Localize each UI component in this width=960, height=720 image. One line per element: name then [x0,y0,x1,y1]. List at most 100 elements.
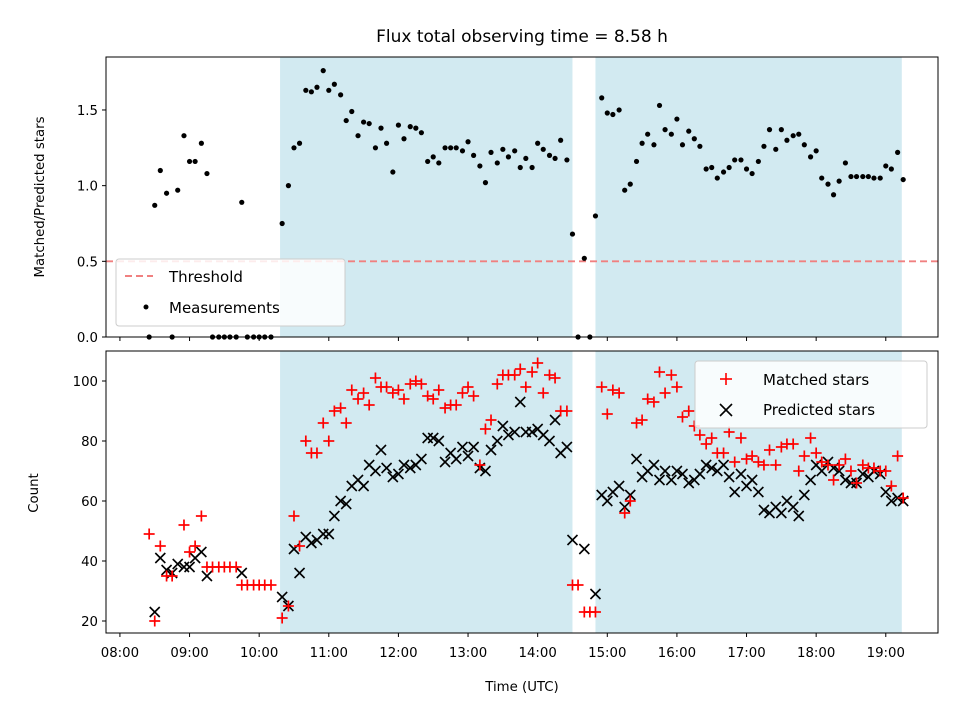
predicted-star-point [392,468,404,480]
matched-star-point [404,378,416,390]
predicted-star-point [758,504,770,516]
measurement-point [616,107,622,113]
measurement-point [378,125,384,131]
predicted-star-point [236,567,248,579]
measurement-point [813,148,819,154]
predicted-star-point [746,474,758,486]
matched-star-point [323,435,335,447]
matched-star-point [520,381,532,393]
predicted-marker-stroke [335,495,347,507]
predicted-star-point [485,444,497,456]
predicted-marker-stroke [398,459,410,471]
predicted-star-point [201,570,213,582]
measurement-point [198,140,204,146]
matched-star-point [415,378,427,390]
predicted-star-point [793,510,805,522]
predicted-marker-stroke [833,465,845,477]
measurement-point [239,199,245,205]
matched-star-point [352,393,364,405]
matched-star-point [398,393,410,405]
matched-star-point [433,384,445,396]
measurement-point [860,173,866,180]
measurement-point [401,136,407,142]
measurement-point [709,164,715,171]
matched-star-point [288,510,300,522]
predicted-star-point [375,444,387,456]
x-tick-label: 13:00 [449,646,487,661]
measurement-point [778,127,784,133]
measurement-point [784,137,790,143]
predicted-marker-stroke [526,426,538,438]
predicted-star-point [717,459,730,471]
predicted-star-point [833,465,845,477]
bottom-subplot: 20 40 60 80 100 08:00 09:00 10:00 11:00 12:00 13:0… [73,350,939,661]
measurement-point [453,145,459,151]
measurement-point [540,146,546,152]
predicted-marker-stroke [427,432,439,444]
predicted-star-point [479,465,492,477]
matched-star-point [265,579,277,591]
predicted-marker-stroke [619,501,631,513]
matched-star-point [798,450,810,462]
matched-star-point [839,453,851,465]
predicted-marker-stroke [450,453,462,465]
matched-star-point [456,387,468,399]
measurement-point [743,166,750,172]
predicted-marker-stroke [369,465,382,477]
measurement-point [192,158,198,165]
measurement-point [163,190,170,196]
matched-star-point [665,369,677,381]
predicted-marker-stroke [293,567,306,579]
predicted-marker-stroke [387,471,399,483]
matched-star-point [346,384,358,396]
measurement-point [761,143,767,149]
matched-star-point [764,444,776,456]
predicted-star-point [729,486,741,498]
predicted-marker-stroke [358,480,370,492]
measurement-point [871,175,877,181]
predicted-star-point [328,510,340,522]
predicted-marker-stroke [195,546,207,558]
predicted-marker-stroke [479,465,492,477]
matched-star-point [178,519,190,531]
predicted-star-point [415,453,427,465]
predicted-marker-stroke [775,507,787,519]
predicted-star-point [787,501,799,513]
predicted-marker-stroke [613,480,625,492]
matched-star-point [589,606,601,618]
predicted-marker-stroke [381,462,393,474]
predicted-marker-stroke [706,462,718,474]
matched-star-point [195,510,207,522]
matched-star-point [897,492,909,504]
measurement-point [651,142,657,148]
predicted-marker-stroke [798,489,810,501]
matched-star-point [659,387,671,399]
measurement-point [714,175,720,181]
y-tick-label: 1.0 [77,180,98,195]
matched-star-point [892,450,904,462]
measurement-point [807,154,814,160]
measurement-point [338,92,344,98]
measurement-point [610,111,616,118]
measurement-point [645,131,651,137]
measurement-point [599,95,605,101]
predicted-star-point [172,558,184,570]
measurement-point [418,130,424,136]
measurement-point [900,176,906,183]
predicted-star-point [775,507,787,519]
predicted-marker-stroke [537,429,549,441]
matched-star-point [526,366,538,378]
measurement-point [372,145,379,151]
predicted-marker-stroke [787,501,799,513]
predicted-star-point [601,495,613,507]
predicted-star-point [857,468,869,480]
predicted-star-point [566,534,579,546]
measurement-point [407,124,413,130]
matched-star-point [885,480,897,492]
measurement-point [413,125,419,131]
observing-window-band [280,351,573,633]
matched-star-point [601,408,613,420]
measurement-point [355,133,361,139]
predicted-marker-stroke [236,567,248,579]
